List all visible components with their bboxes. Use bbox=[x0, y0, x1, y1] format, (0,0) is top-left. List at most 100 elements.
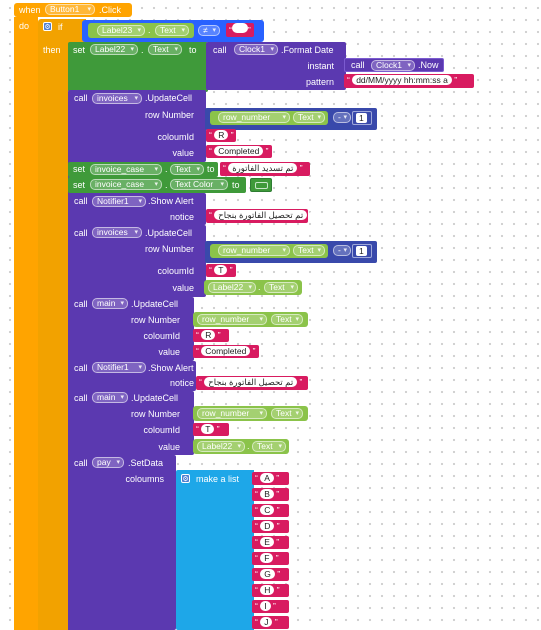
list-item-string[interactable]: “ F ” bbox=[252, 552, 289, 565]
row-number-label: row Number bbox=[130, 315, 180, 325]
columns-label: coloumns bbox=[125, 474, 164, 484]
clock-now-dropdown[interactable]: Clock1 bbox=[371, 60, 415, 71]
mutator-gear-icon[interactable]: ⚙ bbox=[43, 22, 52, 31]
text-prop-dropdown[interactable]: Text bbox=[155, 25, 189, 36]
list-item-value[interactable]: A bbox=[260, 473, 274, 483]
list-item-value[interactable]: C bbox=[260, 505, 275, 515]
main-dropdown[interactable]: main bbox=[92, 298, 128, 309]
row-text-dropdown[interactable]: Text bbox=[293, 245, 325, 256]
then-keyword: then bbox=[43, 45, 61, 55]
row-text-dropdown[interactable]: Text bbox=[271, 314, 303, 325]
clock-dropdown[interactable]: Clock1 bbox=[234, 44, 278, 55]
success-string[interactable]: “ تم تحصيل الفاتورة بنجاح ” bbox=[206, 209, 312, 223]
set-label22-block[interactable] bbox=[68, 42, 208, 92]
list-item-string[interactable]: “ G ” bbox=[252, 568, 289, 581]
invoice-case-dropdown[interactable]: invoice_case bbox=[90, 164, 162, 175]
set-component-dropdown[interactable]: Label22 bbox=[90, 44, 138, 55]
list-item-value[interactable]: F bbox=[260, 553, 274, 563]
call-keyword: call bbox=[213, 45, 227, 55]
list-item-string[interactable]: “ D ” bbox=[252, 520, 289, 533]
text-prop-dropdown[interactable]: Text bbox=[252, 441, 286, 452]
list-item-value[interactable]: E bbox=[260, 537, 274, 547]
number-block[interactable]: 1 bbox=[352, 244, 372, 258]
list-item-value[interactable]: I bbox=[260, 601, 271, 611]
do-keyword: do bbox=[19, 21, 30, 31]
row-number-dropdown[interactable]: row_number bbox=[218, 112, 290, 123]
set-prop-dropdown[interactable]: Text bbox=[148, 44, 182, 55]
list-item-string[interactable]: “ C ” bbox=[252, 504, 289, 517]
make-a-list-block[interactable] bbox=[176, 470, 250, 630]
row-text-dropdown[interactable]: Text bbox=[293, 112, 325, 123]
label22-dropdown[interactable]: Label22 bbox=[208, 282, 256, 293]
text-prop-dropdown[interactable]: Text bbox=[264, 282, 298, 293]
list-item-string[interactable]: “ E ” bbox=[252, 536, 289, 549]
row-text-dropdown[interactable]: Text bbox=[271, 408, 303, 419]
column-t-value: T bbox=[201, 424, 215, 434]
column-t-string[interactable]: “ T ” bbox=[206, 264, 236, 277]
text-prop-dropdown[interactable]: Text bbox=[170, 164, 204, 175]
success-value: تم تحصيل الفاتورة بنجاح bbox=[214, 210, 308, 220]
call-keyword: call bbox=[74, 393, 88, 403]
event-component-dropdown[interactable]: Button1 bbox=[45, 4, 95, 15]
set-keyword: set bbox=[73, 164, 86, 174]
pattern-string-value: dd/MM/yyyy hh:mm:ss a bbox=[352, 75, 452, 85]
make-a-list-label: make a list bbox=[196, 474, 240, 484]
pattern-string[interactable]: “ dd/MM/yyyy hh:mm:ss a ” bbox=[344, 74, 474, 88]
label22-dropdown[interactable]: Label22 bbox=[197, 441, 245, 452]
list-item-string[interactable]: “ H ” bbox=[252, 584, 289, 597]
pay-dropdown[interactable]: pay bbox=[92, 457, 124, 468]
list-item-value[interactable]: J bbox=[260, 617, 273, 627]
row-number-dropdown[interactable]: row_number bbox=[218, 245, 290, 256]
list-item-value[interactable]: H bbox=[260, 585, 275, 595]
completed-string[interactable]: “ Completed ” bbox=[206, 145, 272, 158]
row-number-label: row Number bbox=[144, 110, 194, 120]
list-item-value[interactable]: G bbox=[260, 569, 275, 579]
label23-dropdown[interactable]: Label23 bbox=[97, 25, 145, 36]
column-r-string[interactable]: “ R ” bbox=[193, 329, 229, 342]
number-block[interactable]: 1 bbox=[352, 111, 372, 125]
setdata-method: .SetData bbox=[128, 458, 164, 468]
success-string[interactable]: “ تم تحصيل الفاتورة بنجاح ” bbox=[196, 376, 308, 390]
column-t-string[interactable]: “ T ” bbox=[193, 423, 229, 436]
minus-op-dropdown[interactable]: - bbox=[333, 112, 351, 123]
completed-string[interactable]: “ Completed ” bbox=[193, 345, 259, 358]
compare-op-dropdown[interactable]: ≠ bbox=[198, 25, 220, 36]
update-cell-method: .UpdateCell bbox=[131, 299, 179, 309]
row-number-dropdown[interactable]: row_number bbox=[197, 314, 267, 325]
call-keyword: call bbox=[74, 458, 88, 468]
now-method: .Now bbox=[418, 60, 439, 70]
color-swatch-block[interactable] bbox=[250, 178, 272, 192]
list-item-value[interactable]: B bbox=[260, 489, 274, 499]
instant-label: instant bbox=[307, 61, 334, 71]
empty-string[interactable]: “” bbox=[226, 23, 254, 37]
show-alert-method: .Show Alert bbox=[148, 363, 194, 373]
row-number-dropdown[interactable]: row_number bbox=[197, 408, 267, 419]
list-item-string[interactable]: “ J ” bbox=[252, 616, 289, 629]
list-item-string[interactable]: “ I ” bbox=[252, 600, 289, 613]
dot-separator: . bbox=[165, 180, 168, 190]
list-item-string[interactable]: “ B ” bbox=[252, 488, 289, 501]
update-cell-method: .UpdateCell bbox=[131, 393, 179, 403]
notifier-dropdown[interactable]: Notifier1 bbox=[92, 196, 146, 207]
notice-label: notice bbox=[169, 212, 194, 222]
main-update-cell-block[interactable] bbox=[68, 391, 194, 455]
list-item-string[interactable]: “ A ” bbox=[252, 472, 289, 485]
text-color-prop-dropdown[interactable]: Text Color bbox=[170, 179, 228, 190]
dot-separator: . bbox=[247, 441, 250, 451]
to-keyword: to bbox=[189, 45, 197, 55]
empty-string-value bbox=[231, 23, 248, 33]
main-update-cell-block[interactable] bbox=[68, 297, 194, 361]
column-r-string[interactable]: “ R ” bbox=[206, 129, 236, 142]
number-value: 1 bbox=[356, 113, 367, 123]
pay-setdata-block[interactable] bbox=[68, 455, 176, 630]
minus-op-dropdown[interactable]: - bbox=[333, 245, 351, 256]
main-dropdown[interactable]: main bbox=[92, 392, 128, 403]
invoice-case-dropdown[interactable]: invoice_case bbox=[90, 179, 162, 190]
invoices-dropdown[interactable]: invoices bbox=[92, 93, 142, 104]
column-id-label: coloumId bbox=[157, 266, 194, 276]
mutator-gear-icon[interactable]: ⚙ bbox=[181, 474, 190, 483]
paid-invoice-string[interactable]: “ تم تسديد الفاتورة ” bbox=[220, 162, 310, 176]
notifier-dropdown[interactable]: Notifier1 bbox=[92, 362, 146, 373]
list-item-value[interactable]: D bbox=[260, 521, 275, 531]
invoices-dropdown[interactable]: invoices bbox=[92, 227, 142, 238]
